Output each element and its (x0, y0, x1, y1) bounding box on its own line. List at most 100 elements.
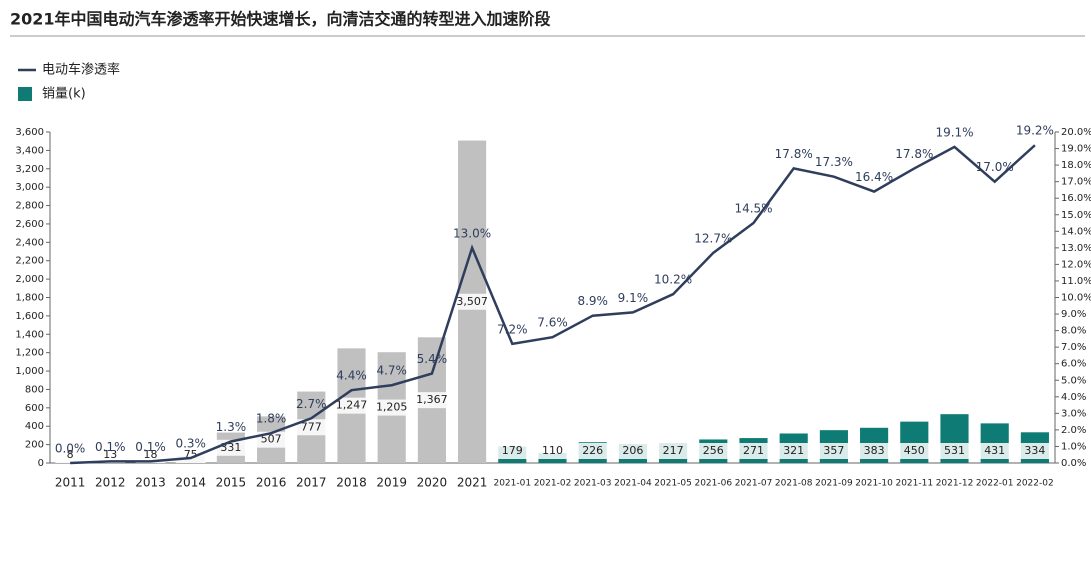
y-tick-label: 3,200 (15, 164, 44, 175)
value-label: 14.5% (734, 202, 772, 216)
y2-tick-label: 11.0% (1061, 276, 1091, 287)
value-label: 19.2% (1016, 124, 1054, 138)
value-label-bg (55, 447, 86, 463)
value-label: 1,247 (336, 399, 368, 412)
value-label: 206 (622, 444, 643, 457)
value-label-bg (738, 443, 769, 459)
y-tick-label: 2,400 (15, 237, 44, 248)
value-label: 2.7% (296, 397, 327, 411)
y-tick-label: 2,800 (15, 201, 44, 212)
value-label-bg (135, 447, 166, 463)
y-tick-label: 1,800 (15, 293, 44, 304)
y2-tick-label: 17.0% (1061, 177, 1091, 188)
value-label: 1.8% (256, 412, 287, 426)
y2-tick-label: 16.0% (1061, 193, 1091, 204)
y2-tick-label: 20.0% (1061, 127, 1091, 138)
value-label-bg (296, 419, 327, 436)
y2-tick-label: 9.0% (1061, 309, 1086, 320)
value-label: 18 (144, 448, 158, 461)
y2-tick-label: 18.0% (1061, 160, 1091, 171)
y-tick-label: 1,600 (15, 311, 44, 322)
value-label: 383 (864, 444, 885, 457)
value-label-bg (416, 392, 447, 409)
y-tick-label: 400 (25, 421, 44, 432)
x-tick-label: 2021-07 (735, 479, 773, 489)
x-tick-label: 2020 (417, 476, 448, 490)
x-tick-label: 2017 (296, 476, 327, 490)
y-tick-label: 1,200 (15, 348, 44, 359)
x-tick-label: 2015 (216, 476, 247, 490)
value-label-bg (617, 443, 648, 459)
value-label-bg (376, 399, 407, 416)
value-label-bg (778, 443, 809, 459)
x-tick-label: 2011 (55, 476, 86, 490)
value-label-bg (979, 443, 1010, 459)
y-tick-label: 800 (25, 384, 44, 395)
value-label: 1,205 (376, 401, 408, 414)
y2-tick-label: 8.0% (1061, 326, 1086, 337)
value-label: 256 (703, 444, 724, 457)
legend-label: 电动车渗透率 (42, 62, 120, 78)
y-tick-label: 1,000 (15, 366, 44, 377)
value-label: 334 (1024, 444, 1045, 457)
value-label: 13 (103, 448, 117, 461)
value-label: 110 (542, 444, 563, 457)
y2-tick-label: 7.0% (1061, 342, 1086, 353)
value-label: 226 (582, 444, 603, 457)
x-tick-label: 2018 (336, 476, 367, 490)
y2-tick-label: 4.0% (1061, 392, 1086, 403)
x-tick-label: 2021-02 (534, 479, 572, 489)
value-label: 777 (301, 420, 322, 433)
x-tick-label: 2014 (175, 476, 206, 490)
y2-tick-label: 5.0% (1061, 375, 1086, 386)
value-label: 17.8% (775, 147, 813, 161)
value-label: 0.0% (55, 442, 86, 456)
value-label: 1.3% (216, 420, 247, 434)
value-label-bg (497, 443, 528, 459)
legend-label: 销量(k) (42, 87, 86, 102)
value-label: 17.3% (815, 155, 853, 169)
value-label: 5.4% (417, 352, 448, 366)
value-label: 17.0% (976, 160, 1014, 174)
value-label-bg (577, 443, 608, 459)
y-tick-label: 0 (38, 458, 44, 469)
value-label-bg (818, 443, 849, 459)
legend-swatch (18, 87, 32, 101)
value-label-bg (537, 443, 568, 459)
x-tick-label: 2021-04 (614, 479, 652, 489)
x-tick-label: 2022-02 (1016, 479, 1054, 489)
y-tick-label: 2,200 (15, 256, 44, 267)
value-label: 16.4% (855, 170, 893, 184)
x-tick-label: 2021-10 (855, 479, 893, 489)
value-label: 450 (904, 444, 925, 457)
value-label: 17.8% (895, 147, 933, 161)
x-tick-label: 2021-11 (895, 479, 933, 489)
x-tick-label: 2021-03 (574, 479, 612, 489)
line (70, 144, 1036, 465)
x-tick-label: 2021-09 (815, 479, 853, 489)
y2-tick-label: 14.0% (1061, 226, 1091, 237)
value-label: 271 (743, 444, 764, 457)
y2-tick-label: 12.0% (1061, 259, 1091, 270)
value-label: 507 (261, 433, 282, 446)
y2-tick-label: 3.0% (1061, 408, 1086, 419)
x-tick-label: 2021-05 (654, 479, 692, 489)
value-label: 8 (67, 448, 74, 461)
y-tick-label: 3,600 (15, 127, 44, 138)
chart-title: 2021年中国电动汽车渗透率开始快速增长，向清洁交通的转型进入加速阶段 (10, 10, 552, 29)
y-tick-label: 3,000 (15, 182, 44, 193)
x-tick-label: 2021-01 (493, 479, 531, 489)
value-label: 217 (663, 444, 684, 457)
value-label-bg (1019, 443, 1050, 459)
x-tick-label: 2021-06 (694, 479, 732, 489)
x-tick-label: 2019 (376, 476, 407, 490)
y2-tick-label: 6.0% (1061, 359, 1086, 370)
value-label: 10.2% (654, 273, 692, 287)
value-label: 0.3% (175, 437, 206, 451)
value-label: 0.1% (95, 440, 126, 454)
value-label-bg (95, 447, 126, 463)
value-label: 7.2% (497, 322, 528, 336)
value-label: 4.7% (376, 364, 407, 378)
value-label: 12.7% (694, 231, 732, 245)
y-tick-label: 200 (25, 440, 44, 451)
